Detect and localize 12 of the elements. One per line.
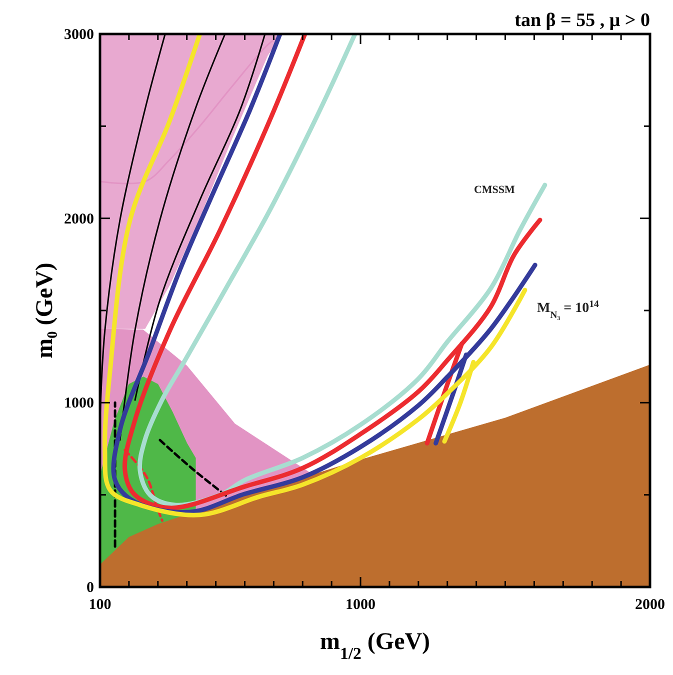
annotation: CMSSM bbox=[474, 184, 516, 196]
x-tick-label: 1000 bbox=[346, 597, 376, 613]
x-axis-title: m$_{1/2}$ (GeV) bbox=[320, 629, 430, 662]
y-tick-label: 1000 bbox=[64, 396, 94, 412]
x-tick-label: 100 bbox=[88, 597, 112, 613]
chart-title: tan β = 55 , μ > 0 bbox=[514, 10, 650, 31]
annotation: M$_{N₃}$ = 10$^{14}$ bbox=[536, 298, 600, 321]
y-tick-label: 3000 bbox=[64, 27, 94, 43]
y-tick-label: 2000 bbox=[64, 211, 94, 228]
y-tick-label: 0 bbox=[86, 580, 94, 596]
y-axis-title: m₀ (GeV) bbox=[32, 262, 58, 358]
x-tick-label: 2000 bbox=[635, 597, 665, 613]
